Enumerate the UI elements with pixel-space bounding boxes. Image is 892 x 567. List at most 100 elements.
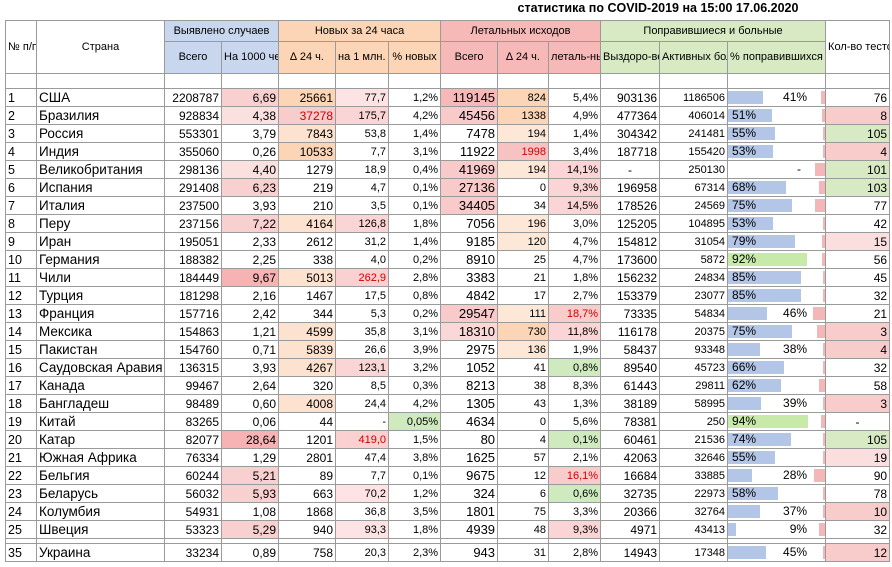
death-share-tick [823,289,825,302]
recovered-share-bar [728,415,809,428]
tests-per1000: 90 [825,466,891,485]
recovered: 196958 [600,178,661,197]
detected-per1000: 3,93 [221,196,279,215]
deaths-pct: 11,8% [548,322,602,341]
recovered: 73335 [600,304,661,323]
country-name: Великобритания [36,160,165,179]
table-row: 7 Италия 237500 3,93 210 3,5 0,1% 34405 34 14,5% 1… [5,196,891,215]
deaths-total: 943 [440,543,499,562]
country-name: Германия [36,250,165,269]
table-row: 15 Пакистан 154760 0,71 5839 26,6 3,9% 2975 136 1… [5,340,891,359]
active: 23077 [659,286,729,305]
deaths-pct: 1,4% [548,124,602,143]
tests-per1000: 101 [825,160,891,179]
recovered: 78381 [600,412,661,431]
new24-delta: 758 [278,543,336,562]
recovered-share-cell: 39% [727,394,827,413]
deaths-total: 7478 [440,124,499,143]
recovered-share-bar [728,397,762,410]
active: 22973 [659,484,729,503]
row-number: 25 [5,520,37,539]
tests-per1000: 77 [825,196,891,215]
recovered-share-bar [728,127,775,140]
new24-pct: 1,2% [387,484,442,503]
detected-per1000: 0,06 [221,412,279,431]
deaths-total: 1625 [440,448,499,467]
recovered-share-cell: 75% [727,196,827,215]
deaths-pct: 3,0% [548,214,602,233]
new24-delta: 4008 [278,394,336,413]
death-share-tick [821,91,825,104]
recovered-share-bar [728,217,774,230]
tests-per1000: 105 [825,430,891,449]
recovered-share-bar [728,343,761,356]
row-number: 20 [5,430,37,449]
country-name: Чили [36,268,165,287]
deaths-total: 8910 [440,250,499,269]
deaths-pct: 5,6% [548,412,602,431]
recovered-share-cell: 94% [727,412,827,431]
detected-total: 154760 [164,340,222,359]
new24-delta: 210 [278,196,336,215]
country-name: Испания [36,178,165,197]
covid-table: № п/п Страна Выявлено случаев Новых за 2… [5,20,891,562]
row-number: 21 [5,448,37,467]
deaths-delta: 57 [497,448,550,467]
country-name: Швеция [36,520,165,539]
deaths-delta: 136 [497,340,550,359]
deaths-pct: 0,8% [548,358,602,377]
new24-delta: 5013 [278,268,336,287]
deaths-pct: 8,3% [548,376,602,395]
death-share-tick [822,145,825,158]
country-name: Мексика [36,322,165,341]
deaths-total: 3383 [440,268,499,287]
death-share-tick [813,307,825,320]
tests-per1000: 4 [825,142,891,161]
new24-delta: 344 [278,304,336,323]
country-name: Индия [36,142,165,161]
table-row: 5 Великобритания 298136 4,40 1279 18,9 0,4% 419… [5,160,891,179]
new24-delta: 338 [278,250,336,269]
recovered: 154812 [600,232,661,251]
deaths-delta: 194 [497,124,550,143]
table-row: 10 Германия 188382 2,25 338 4,0 0,2% 8910 25 4,7%… [5,250,891,269]
new24-delta: 37278 [278,106,336,125]
deaths-total: 8213 [440,376,499,395]
recovered-share-label: 58% [732,486,757,500]
deaths-pct: 4,7% [548,232,602,251]
new24-pct: 3,5% [387,502,442,521]
recovered-share-bar [728,361,785,374]
new24-pct: 0,2% [387,304,442,323]
detected-total: 76334 [164,448,222,467]
new24-delta: 10533 [278,142,336,161]
new24-pct: 1,4% [387,232,442,251]
header-deaths-delta: ∆ 24 ч. [497,41,550,74]
table-row: 19 Китай 83265 0,06 44-0,05% 4634 0 5,6% 78381 25… [5,412,891,431]
detected-per1000: 2,16 [221,286,279,305]
recovered-share-cell: 79% [727,232,827,251]
table-row: 11 Чили 184449 9,67 5013 262,9 2,8% 3383 21 1,8% 1… [5,268,891,287]
detected-total: 53323 [164,520,222,539]
new24-per-mln: 7,7 [335,142,389,161]
header-active: Активных больных [659,41,729,74]
row-number: 9 [5,232,37,251]
recovered: 14943 [600,543,661,562]
recovered-share-cell: 46% [727,304,827,323]
detected-total: 157716 [164,304,222,323]
recovered: - [600,160,661,179]
detected-total: 60244 [164,466,222,485]
detected-total: 237156 [164,214,222,233]
spacer-cell [5,73,37,89]
recovered-share-cell: 53% [727,142,827,161]
new24-delta: 663 [278,484,336,503]
deaths-pct: 3,3% [548,502,602,521]
recovered: 60461 [600,430,661,449]
recovered-share-bar [728,546,767,559]
new24-delta: 44 [278,412,336,431]
detected-total: 136315 [164,358,222,377]
recovered-share-cell: 28% [727,466,827,485]
recovered-share-label: 53% [732,216,757,230]
table-row: 24 Колумбия 54931 1,08 1868 36,8 3,5% 1801 75 3,3… [5,502,891,521]
header-deaths-pct: леталь-ный % [548,41,602,74]
deaths-total: 4939 [440,520,499,539]
